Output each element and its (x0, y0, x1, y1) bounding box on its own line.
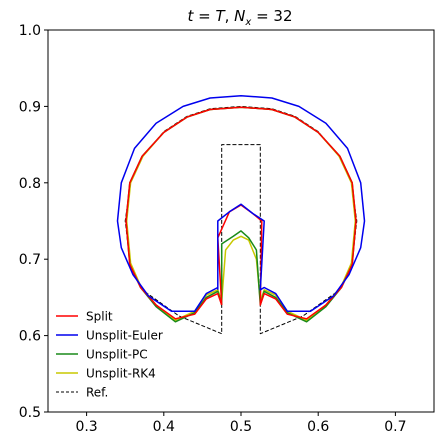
legend-label: Unsplit-PC (86, 348, 148, 362)
title-part: t (187, 7, 194, 25)
series-line-ref (124, 105, 358, 335)
title-part: T (215, 7, 226, 25)
y-tick-label: 0.8 (19, 176, 41, 192)
title-part: = 32 (251, 7, 292, 25)
series-line-unsplit-rk4 (125, 106, 357, 322)
x-tick-label: 0.5 (230, 419, 252, 435)
series-line-split (125, 106, 357, 320)
plot-area (116, 94, 366, 335)
legend-label: Unsplit-Euler (86, 329, 163, 343)
y-tick-label: 0.7 (19, 252, 41, 268)
chart-title: t = T, Nx = 32 (187, 7, 292, 28)
legend-label: Unsplit-RK4 (86, 367, 156, 381)
legend: Split Unsplit-Euler Unsplit-PC Unsplit-RK4 R… (56, 310, 163, 400)
x-tick-label: 0.7 (384, 419, 406, 435)
legend-label: Ref. (86, 386, 108, 400)
y-tick-label: 0.6 (19, 329, 41, 345)
title-part: = (193, 7, 215, 25)
series-line-unsplit-pc (125, 106, 357, 323)
x-tick-label: 0.4 (153, 419, 175, 435)
x-tick-label: 0.6 (307, 419, 329, 435)
y-tick-label: 1.0 (19, 23, 41, 39)
y-tick-label: 0.5 (19, 405, 41, 421)
axis-ticks: 0.3 0.4 0.5 0.6 0.7 0.5 0.6 0.7 0.8 0.9 1.0 (19, 23, 407, 435)
x-tick-label: 0.3 (75, 419, 97, 435)
title-part: , (225, 7, 235, 25)
series-line-unsplit-euler (116, 94, 366, 312)
title-part: N (234, 7, 245, 25)
legend-label: Split (86, 310, 113, 324)
title-subscript: x (244, 17, 251, 28)
y-tick-label: 0.9 (19, 99, 41, 115)
